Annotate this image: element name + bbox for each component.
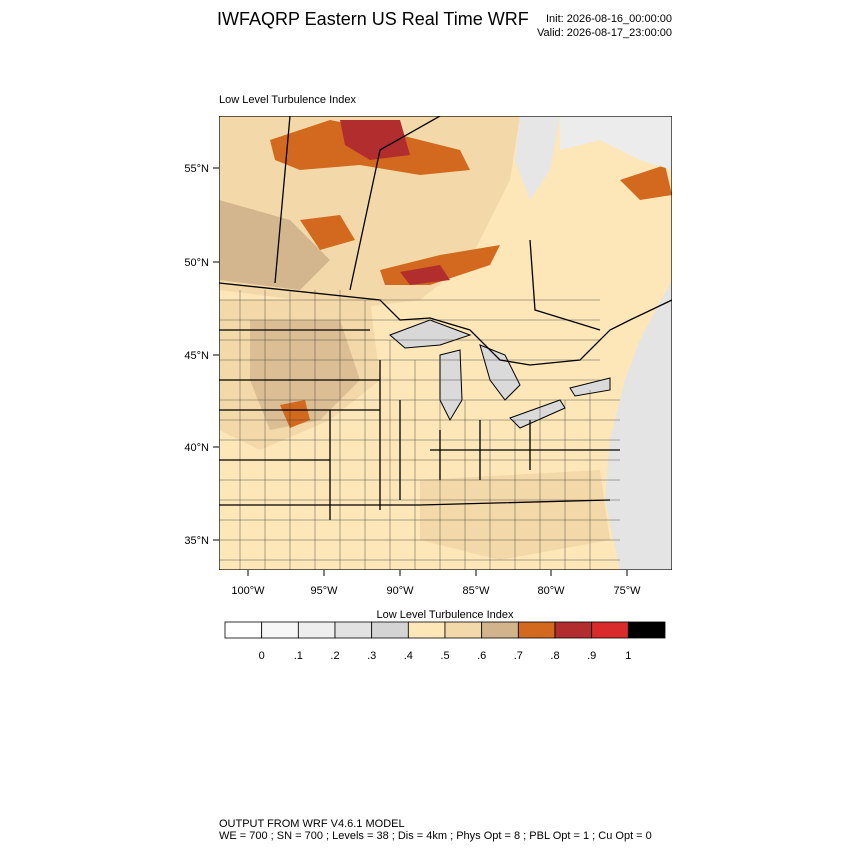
init-time: Init: 2026-08-16_00:00:00 bbox=[546, 13, 672, 25]
lon-label: 85°W bbox=[462, 585, 490, 597]
colorbar-box bbox=[297, 621, 336, 639]
lat-label: 55°N bbox=[184, 163, 209, 175]
map-axes: 55°N 50°N 45°N 40°N 35°N 100°W 95°W 90°W 85°W 80°… bbox=[184, 163, 641, 597]
colorbar-box bbox=[517, 621, 556, 639]
colorbar-label: .8 bbox=[550, 650, 559, 662]
lat-label: 50°N bbox=[184, 257, 209, 269]
colorbar-label: .3 bbox=[367, 650, 376, 662]
colorbar-label: .2 bbox=[330, 650, 339, 662]
colorbar-title: Low Level Turbulence Index bbox=[377, 609, 514, 621]
colorbar-label: .4 bbox=[404, 650, 413, 662]
colorbar-box bbox=[554, 621, 593, 639]
colorbar-label: .7 bbox=[514, 650, 523, 662]
lat-label: 45°N bbox=[184, 350, 209, 362]
colorbar-box bbox=[444, 621, 483, 639]
footer-line: WE = 700 ; SN = 700 ; Levels = 38 ; Dis … bbox=[219, 830, 652, 842]
lon-label: 95°W bbox=[310, 585, 338, 597]
colorbar-label: .1 bbox=[294, 650, 303, 662]
lon-label: 90°W bbox=[386, 585, 414, 597]
title: IWFAQRP Eastern US Real Time WRF bbox=[217, 9, 529, 29]
colorbar-box bbox=[261, 621, 299, 639]
colorbar-box bbox=[591, 621, 629, 639]
lon-label: 75°W bbox=[613, 585, 641, 597]
lat-label: 40°N bbox=[184, 442, 209, 454]
colorbar-label: .5 bbox=[440, 650, 449, 662]
colorbar-box bbox=[334, 621, 373, 639]
panel-label: Low Level Turbulence Index bbox=[219, 94, 356, 106]
colorbar-box bbox=[481, 621, 519, 639]
colorbar-label: .6 bbox=[477, 650, 486, 662]
colorbar: 0 .1 .2 .3 .4 .5 .6 .7 .8 .9 1 bbox=[224, 621, 666, 662]
footer-line: OUTPUT FROM WRF V4.6.1 MODEL bbox=[219, 818, 405, 830]
colorbar-label: .9 bbox=[587, 650, 596, 662]
colorbar-box bbox=[407, 621, 446, 639]
colorbar-label: 1 bbox=[625, 650, 631, 662]
colorbar-label: 0 bbox=[259, 650, 265, 662]
lon-label: 80°W bbox=[537, 585, 565, 597]
colorbar-box bbox=[224, 621, 263, 639]
valid-time: Valid: 2026-08-17_23:00:00 bbox=[537, 27, 672, 39]
colorbar-box bbox=[371, 621, 409, 639]
colorbar-box bbox=[627, 621, 666, 639]
lon-label: 100°W bbox=[231, 585, 265, 597]
lat-label: 35°N bbox=[184, 535, 209, 547]
map-field bbox=[219, 116, 672, 570]
